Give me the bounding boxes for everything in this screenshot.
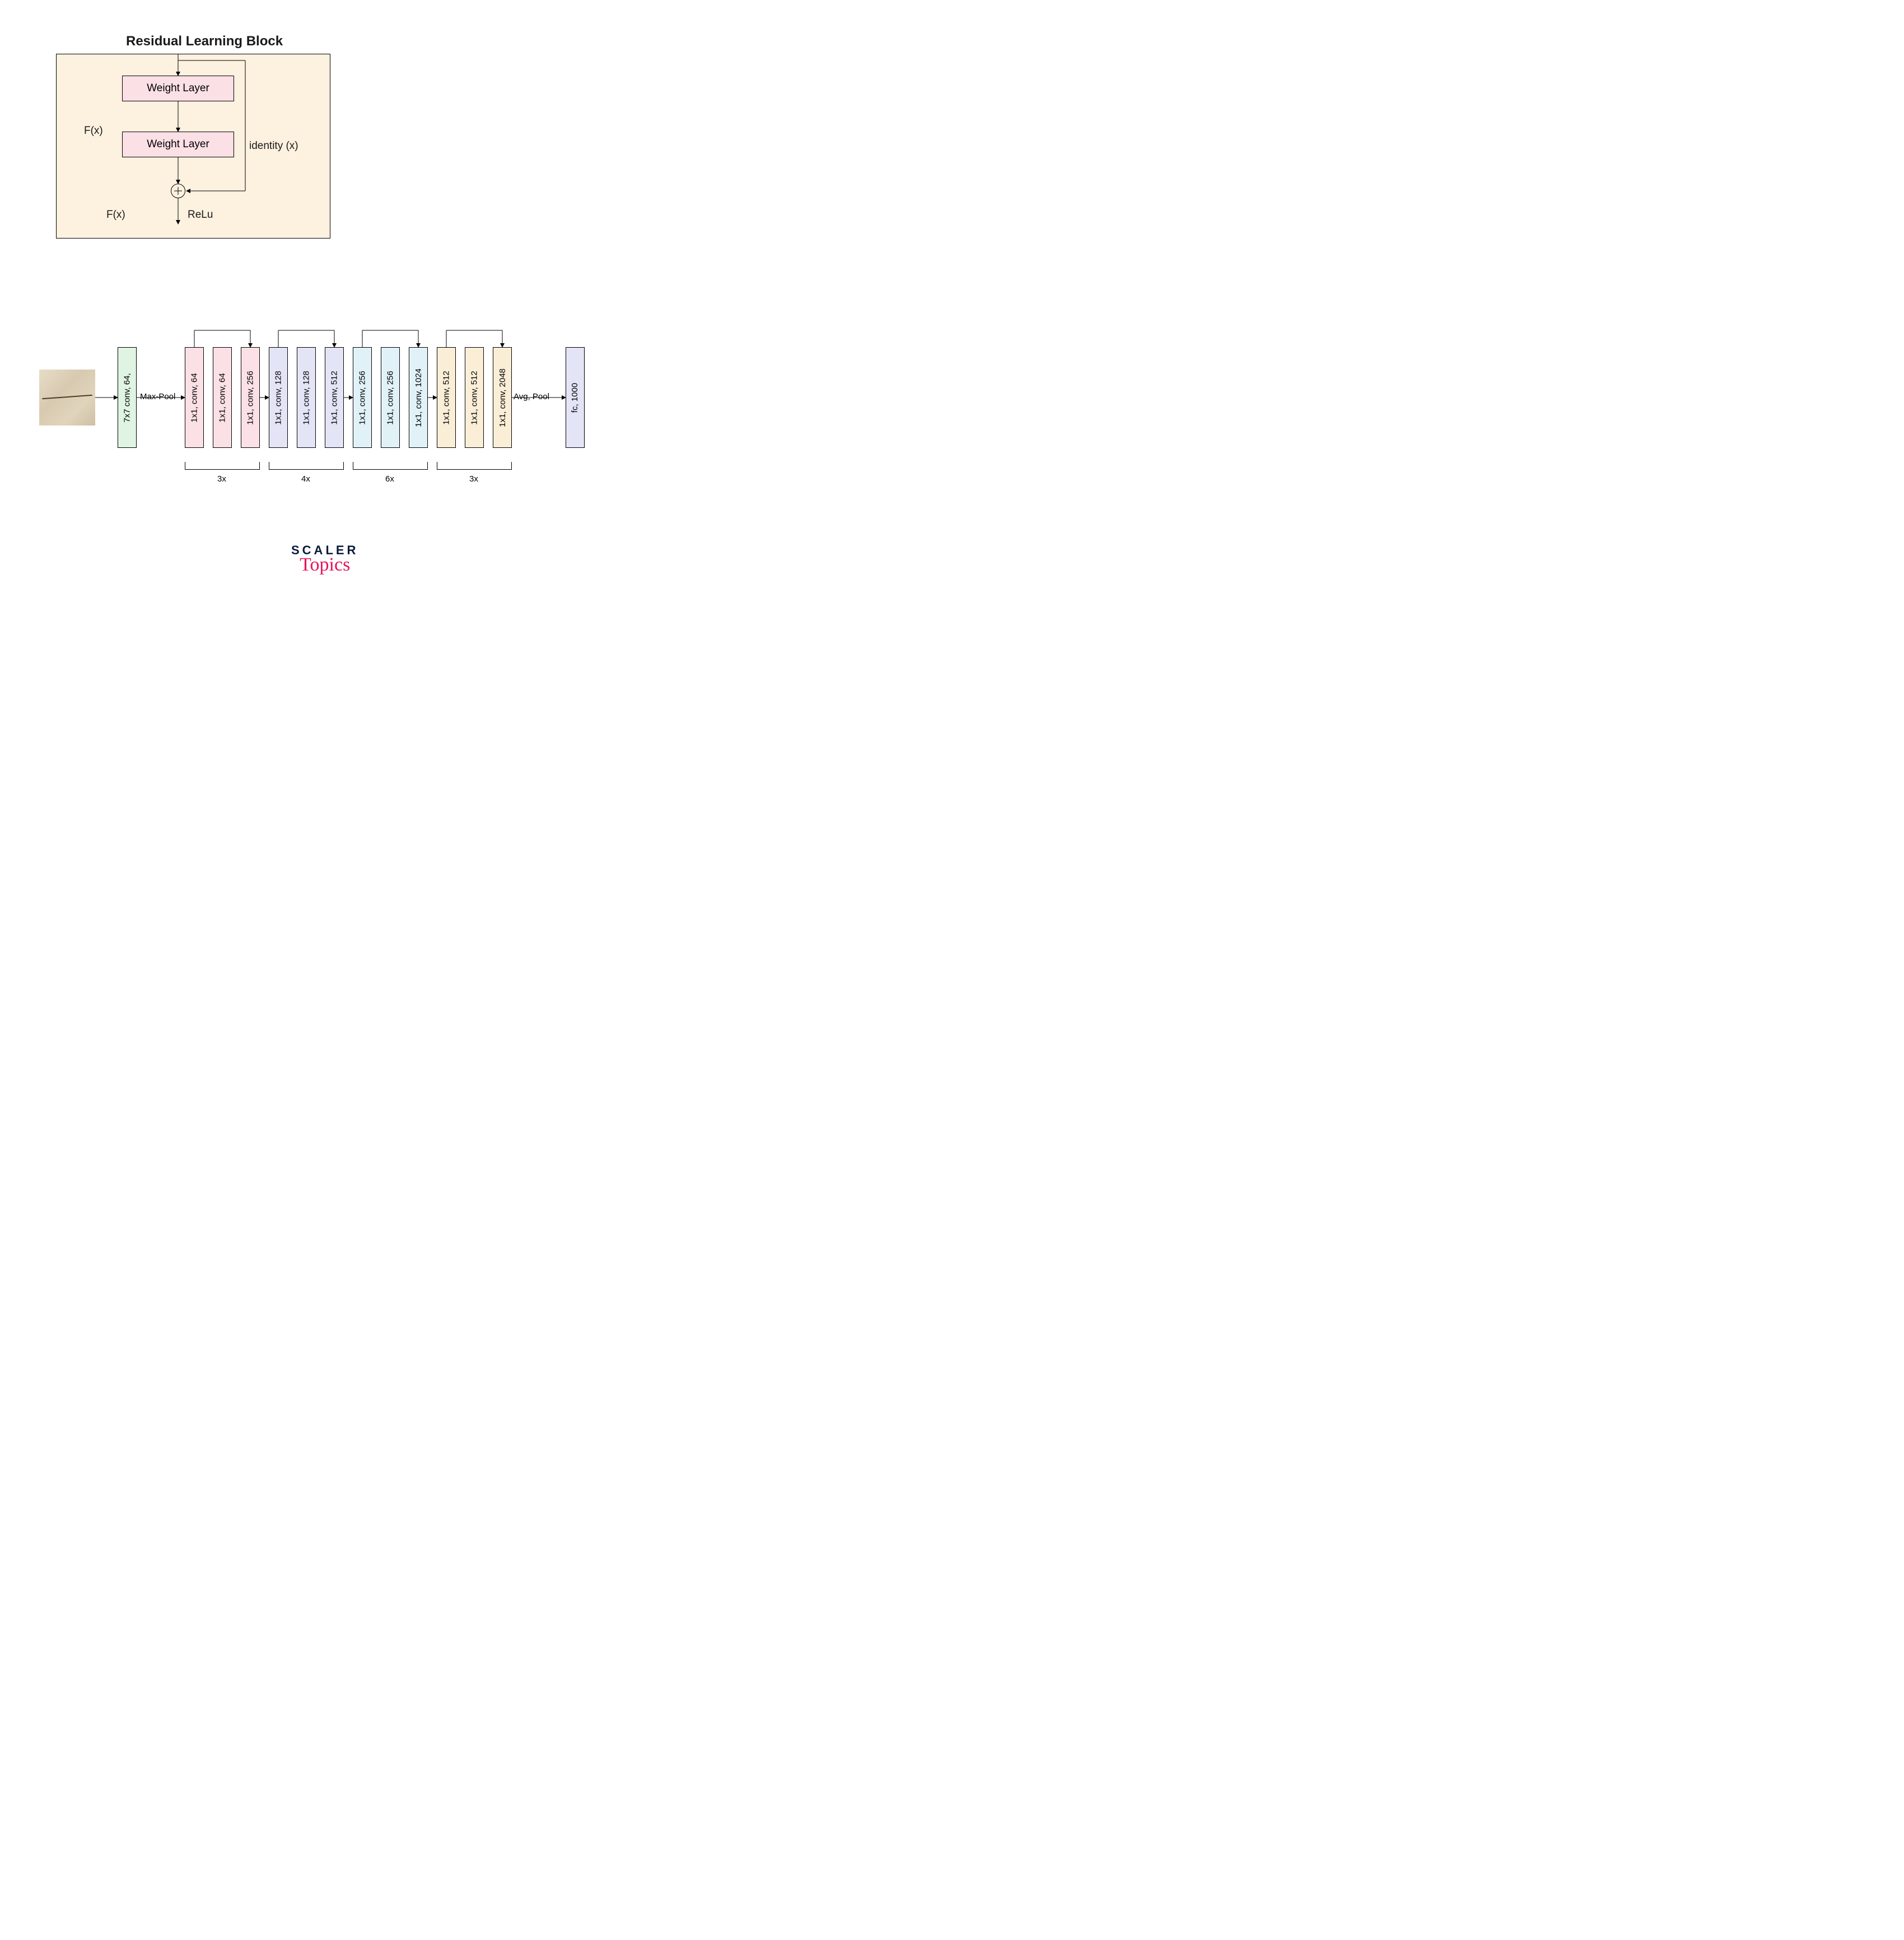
connections-overlay [0,0,672,684]
scaler-logo: SCALERTopics [291,543,358,576]
